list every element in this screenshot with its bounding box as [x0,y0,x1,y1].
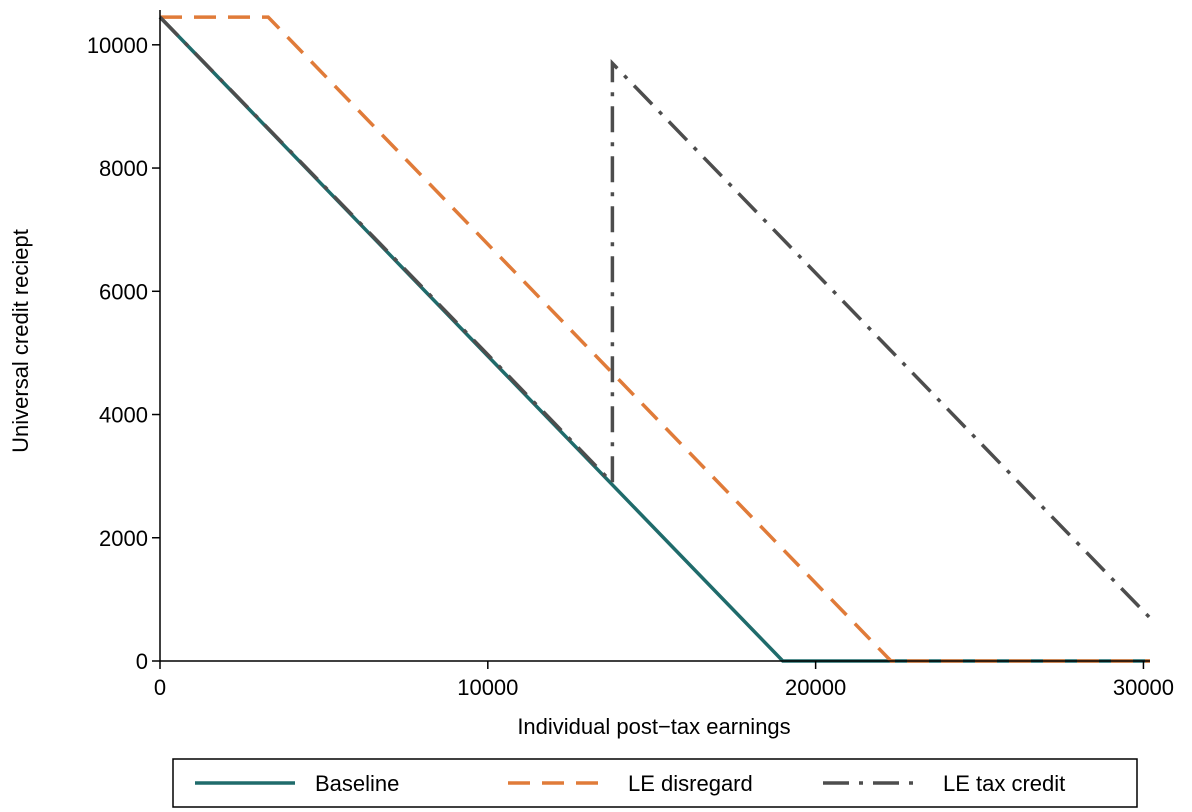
x-tick-label: 20000 [785,675,846,700]
series-line-baseline [158,15,1150,663]
series-line-le-tax-credit [158,15,1152,620]
x-tick-label: 0 [154,675,166,700]
x-ticks: 0 10000 20000 30000 [154,661,1174,700]
y-tick-label: 6000 [99,279,148,304]
x-axis-title: Individual post−tax earnings [517,714,790,739]
legend-label: LE disregard [628,771,753,796]
axes [159,10,1150,662]
x-tick-label: 10000 [457,675,518,700]
y-tick-label: 0 [136,649,148,674]
y-tick-label: 2000 [99,526,148,551]
legend: Baseline LE disregard LE tax credit [172,758,1138,808]
y-axis-title: Universal credit reciept [8,229,33,453]
y-tick-label: 10000 [87,33,148,58]
y-tick-label: 4000 [99,403,148,428]
plot-lines [158,15,1152,663]
series-line-le-disregard [160,15,1150,663]
legend-box [172,758,1138,808]
y-tick-label: 8000 [99,156,148,181]
legend-label: LE tax credit [943,771,1065,796]
legend-label: Baseline [315,771,399,796]
y-ticks: 0 2000 4000 6000 8000 10000 [87,33,160,674]
x-tick-label: 30000 [1113,675,1174,700]
